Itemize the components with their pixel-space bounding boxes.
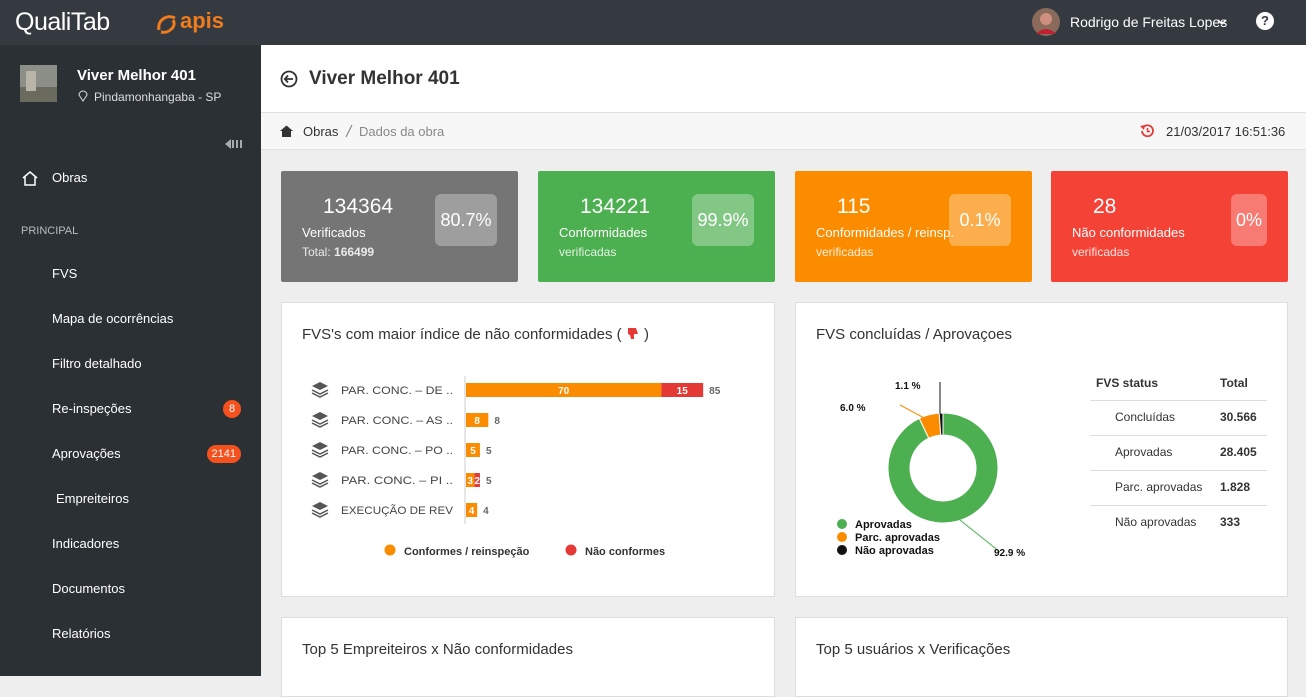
card-label: Conformidades bbox=[559, 225, 648, 240]
card-percent: 99.9% bbox=[692, 194, 754, 246]
card-sub: verificadas bbox=[1072, 245, 1129, 259]
card-percent: 80.7% bbox=[435, 194, 497, 246]
card-sub-value: 166499 bbox=[334, 245, 375, 259]
back-button[interactable] bbox=[280, 70, 298, 88]
menu-obras[interactable]: Obras bbox=[52, 170, 88, 185]
card-percent: 0.1% bbox=[949, 194, 1011, 246]
brand[interactable]: QualiTab bbox=[15, 8, 110, 36]
collapse-button[interactable] bbox=[225, 137, 243, 151]
user-name[interactable]: Rodrigo de Freitas Lopes bbox=[1070, 14, 1228, 30]
panel: FVS's com maior índice de não conformida… bbox=[281, 302, 775, 597]
summary-card: 115 Conformidades / reinsp. verificadas 0.1… bbox=[795, 171, 1032, 282]
menu-item[interactable]: Re-inspeções bbox=[52, 401, 132, 416]
card-sub: verificadas bbox=[816, 245, 873, 259]
project-name: Viver Melhor 401 bbox=[77, 67, 196, 84]
card-label: Não conformidades bbox=[1072, 225, 1185, 240]
breadcrumb-current: Dados da obra bbox=[359, 124, 445, 139]
card-value: 134221 bbox=[580, 195, 651, 218]
card-percent: 0% bbox=[1231, 194, 1267, 246]
menu-item[interactable]: Relatórios bbox=[52, 626, 111, 641]
card-sub: verificadas bbox=[559, 245, 616, 259]
card-label: Conformidades / reinsp. bbox=[816, 225, 955, 240]
chart-title: FVS concluídas / Aprovaçoes bbox=[816, 326, 1012, 343]
top-bar: QualiTab apis Rodrigo de Freitas Lopes ? bbox=[0, 0, 1306, 45]
table-row-border bbox=[1090, 435, 1267, 436]
panel-title: FVS's com maior índice de não conformida… bbox=[302, 326, 649, 343]
panel: Top 5 Empreiteiros x Não conformidades bbox=[281, 617, 775, 697]
menu-item[interactable]: Indicadores bbox=[52, 536, 120, 551]
table-cell: 30.566 bbox=[1220, 410, 1257, 424]
card-sub-label: verificadas bbox=[1072, 245, 1130, 259]
card-sub: Total: 166499 bbox=[302, 245, 374, 259]
menu-item[interactable]: Documentos bbox=[52, 581, 125, 596]
card-value: 28 bbox=[1093, 195, 1117, 218]
summary-card: 28 Não conformidades verificadas 0% bbox=[1051, 171, 1288, 282]
breadcrumb-separator bbox=[345, 124, 353, 138]
title-bar: Viver Melhor 401 bbox=[261, 45, 1306, 113]
menu-item[interactable]: Empreiteiros bbox=[56, 491, 129, 506]
project-location: Pindamonhangaba - SP bbox=[94, 90, 222, 104]
card-sub-label: Total: bbox=[302, 245, 331, 259]
menu-item[interactable]: FVS bbox=[52, 266, 78, 281]
pin-icon bbox=[78, 90, 88, 102]
breadcrumb-link[interactable]: Obras bbox=[303, 124, 339, 139]
home-icon bbox=[22, 171, 38, 186]
table-header: FVS status bbox=[1096, 376, 1159, 390]
panel-title: Top 5 usuários x Verificações bbox=[816, 641, 1011, 658]
chart-title-end: ) bbox=[644, 326, 650, 343]
table-row-border bbox=[1090, 400, 1267, 401]
card-value: 115 bbox=[837, 195, 871, 218]
sidebar: Viver Melhor 401 Pindamonhangaba - SP Ob… bbox=[0, 45, 261, 676]
menu-item[interactable]: Aprovações bbox=[52, 446, 121, 461]
home-icon bbox=[280, 125, 293, 137]
badge: 2141 bbox=[206, 445, 241, 463]
chart-title: FVS's com maior índice de não conformida… bbox=[302, 326, 622, 343]
table-cell: Concluídas bbox=[1115, 410, 1176, 424]
menu-section: PRINCIPAL bbox=[21, 225, 79, 237]
partner-logo: apis bbox=[180, 8, 225, 33]
timestamp: 21/03/2017 16:51:36 bbox=[1166, 124, 1286, 139]
partner-logo-icon bbox=[157, 15, 176, 34]
card-value: 134364 bbox=[323, 195, 394, 218]
breadcrumb-bar: Obras Dados da obra 21/03/2017 16:51:36 bbox=[261, 113, 1306, 150]
table-cell: 333 bbox=[1220, 515, 1241, 529]
table-cell: Parc. aprovadas bbox=[1115, 480, 1203, 494]
thumbs-down-icon bbox=[627, 328, 638, 339]
table-header: Total bbox=[1220, 376, 1248, 390]
table-cell: 28.405 bbox=[1220, 445, 1257, 459]
menu-item[interactable]: Filtro detalhado bbox=[52, 356, 142, 371]
panel: Top 5 usuários x Verificações bbox=[795, 617, 1288, 697]
panel: FVS concluídas / Aprovaçoes bbox=[795, 302, 1288, 597]
card-sub-label: verificadas bbox=[559, 245, 617, 259]
badge: 8 bbox=[223, 400, 241, 418]
dropdown-caret[interactable] bbox=[1217, 18, 1227, 26]
project-thumbnail bbox=[20, 65, 57, 102]
table-cell: 1.828 bbox=[1220, 480, 1251, 494]
summary-card: 134364 Verificados Total: 166499 80.7% bbox=[281, 171, 518, 282]
table-cell: Não aprovadas bbox=[1115, 515, 1197, 529]
panel-title: Top 5 Empreiteiros x Não conformidades bbox=[302, 641, 573, 658]
table-row-border bbox=[1090, 470, 1267, 471]
summary-card: 134221 Conformidades verificadas 99.9% bbox=[538, 171, 775, 282]
help-button[interactable]: ? bbox=[1256, 12, 1274, 30]
table-cell: Aprovadas bbox=[1115, 445, 1173, 459]
avatar[interactable] bbox=[1032, 8, 1060, 36]
card-sub-label: verificadas bbox=[816, 245, 874, 259]
page-title: Viver Melhor 401 bbox=[309, 68, 460, 89]
card-label: Verificados bbox=[302, 225, 366, 240]
table-row-border bbox=[1090, 505, 1267, 506]
menu-item[interactable]: Mapa de ocorrências bbox=[52, 311, 174, 326]
history-icon bbox=[1140, 124, 1154, 138]
